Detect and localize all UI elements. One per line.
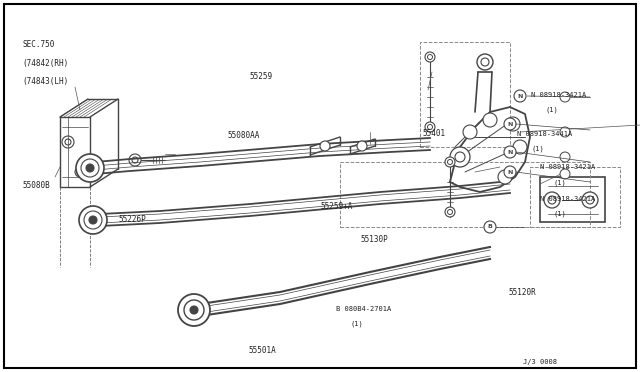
Text: 55259: 55259 [250, 72, 273, 81]
Circle shape [560, 127, 570, 137]
Text: 55120R: 55120R [509, 288, 536, 296]
Text: 55080B: 55080B [22, 182, 50, 190]
Circle shape [89, 216, 97, 224]
Circle shape [484, 221, 496, 233]
Circle shape [65, 139, 71, 145]
Circle shape [78, 170, 82, 174]
Text: N: N [508, 170, 513, 174]
Circle shape [477, 54, 493, 70]
Text: 55501A: 55501A [248, 346, 276, 355]
Circle shape [76, 154, 104, 182]
Circle shape [544, 192, 560, 208]
Bar [540, 177, 605, 222]
Bar [420, 42, 510, 147]
Circle shape [514, 90, 526, 102]
Text: N: N [508, 150, 513, 154]
Circle shape [560, 92, 570, 102]
Text: (1): (1) [554, 211, 566, 217]
Text: (74842(RH): (74842(RH) [22, 59, 68, 68]
Circle shape [498, 170, 512, 184]
Circle shape [425, 122, 435, 132]
Circle shape [428, 125, 433, 129]
Circle shape [81, 159, 99, 177]
Text: B: B [488, 224, 492, 230]
Circle shape [450, 147, 470, 167]
Text: 55226P: 55226P [118, 215, 146, 224]
Circle shape [425, 52, 435, 62]
Text: B 080B4-2701A: B 080B4-2701A [336, 306, 391, 312]
Circle shape [445, 157, 455, 167]
Text: SEC.750: SEC.750 [22, 40, 55, 49]
Circle shape [428, 55, 433, 60]
Text: N: N [508, 122, 513, 126]
Circle shape [504, 118, 516, 130]
Circle shape [320, 141, 330, 151]
Circle shape [357, 141, 367, 151]
Bar [530, 167, 620, 227]
Text: 55259+A: 55259+A [320, 202, 353, 211]
Circle shape [582, 192, 598, 208]
Circle shape [445, 207, 455, 217]
Text: 55080AA: 55080AA [227, 131, 260, 140]
Circle shape [178, 294, 210, 326]
Circle shape [62, 136, 74, 148]
Circle shape [504, 146, 516, 158]
Circle shape [481, 58, 489, 66]
Text: 55401: 55401 [422, 129, 445, 138]
Circle shape [548, 196, 556, 204]
Circle shape [190, 306, 198, 314]
Text: 55130P: 55130P [360, 235, 388, 244]
Circle shape [132, 157, 138, 163]
Text: (1): (1) [554, 179, 566, 186]
Circle shape [560, 169, 570, 179]
Circle shape [84, 211, 102, 229]
Text: N 08918-3421A: N 08918-3421A [540, 196, 595, 202]
Circle shape [586, 196, 594, 204]
Text: (74843(LH): (74843(LH) [22, 77, 68, 86]
Text: N: N [517, 93, 523, 99]
Text: (1): (1) [546, 106, 559, 113]
Text: J/3 0008: J/3 0008 [523, 359, 557, 365]
Circle shape [506, 117, 520, 131]
Text: N 08918-3421A: N 08918-3421A [540, 164, 595, 170]
Circle shape [86, 164, 94, 172]
Text: (1): (1) [350, 320, 363, 327]
Circle shape [560, 152, 570, 162]
Circle shape [483, 113, 497, 127]
Circle shape [455, 152, 465, 162]
Text: (1): (1) [531, 145, 544, 152]
Text: N 08918-3441A: N 08918-3441A [517, 131, 572, 137]
Circle shape [129, 154, 141, 166]
Text: N 08918-3421A: N 08918-3421A [531, 92, 586, 98]
Circle shape [447, 160, 452, 164]
Circle shape [504, 166, 516, 178]
Circle shape [79, 206, 107, 234]
Circle shape [513, 140, 527, 154]
Circle shape [463, 125, 477, 139]
Circle shape [75, 167, 85, 177]
Bar [340, 162, 590, 227]
Circle shape [447, 209, 452, 215]
Circle shape [184, 300, 204, 320]
